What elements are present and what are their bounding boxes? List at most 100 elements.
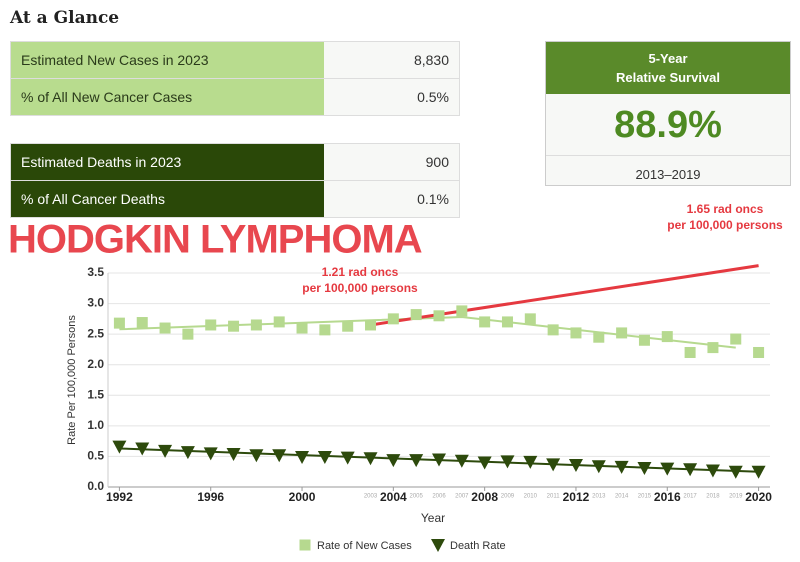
x-tick-label: 2012 — [563, 490, 590, 504]
point — [180, 446, 195, 460]
survival-period: 2013–2019 — [546, 155, 790, 182]
point — [433, 310, 445, 322]
minor-x-tick-label: 2003 — [364, 494, 378, 500]
point — [136, 317, 148, 329]
point — [159, 322, 171, 334]
point — [546, 458, 561, 472]
point — [342, 320, 354, 332]
x-tick-label: 2008 — [471, 490, 498, 504]
y-tick-label: 1.5 — [87, 387, 104, 401]
new-cases-table: Estimated New Cases in 2023 8,830 % of Al… — [10, 41, 460, 116]
point — [593, 331, 605, 343]
point — [570, 327, 582, 339]
point — [296, 322, 308, 334]
point — [317, 451, 332, 465]
row: % of All Cancer Deaths 0.1% — [11, 181, 459, 217]
point — [616, 327, 628, 339]
x-tick-label: 2016 — [654, 490, 681, 504]
point — [660, 462, 675, 476]
point — [363, 452, 378, 466]
point — [386, 454, 401, 468]
point — [228, 320, 240, 332]
y-tick-label: 0.5 — [87, 449, 104, 463]
point — [523, 455, 538, 469]
minor-x-tick-label: 2005 — [409, 494, 423, 500]
cell: Estimated New Cases in 2023 — [11, 42, 324, 78]
survival-value: 88.9% — [614, 104, 722, 146]
point — [454, 454, 469, 468]
survival-title: 5-Year — [648, 51, 688, 66]
row: Estimated Deaths in 2023 900 — [11, 144, 459, 181]
point — [730, 333, 742, 345]
point — [547, 324, 559, 336]
point — [409, 454, 424, 468]
legend-label: Death Rate — [450, 540, 506, 552]
point — [273, 316, 285, 328]
point — [456, 305, 468, 317]
annotation: 1.65 rad oncs — [687, 202, 764, 216]
legend-marker — [299, 539, 311, 551]
y-tick-label: 2.0 — [87, 357, 104, 371]
point — [319, 324, 331, 336]
minor-x-tick-label: 2017 — [683, 494, 697, 500]
cell: 8,830 — [324, 42, 459, 78]
row: % of All New Cancer Cases 0.5% — [11, 79, 459, 115]
point — [203, 447, 218, 461]
point — [410, 309, 422, 321]
point — [113, 317, 125, 329]
point — [728, 465, 743, 479]
minor-x-tick-label: 2018 — [706, 494, 720, 500]
minor-x-tick-label: 2015 — [638, 494, 652, 500]
point — [249, 449, 264, 463]
deaths-table: Estimated Deaths in 2023 900 % of All Can… — [10, 143, 460, 218]
survival-box: 5-Year Relative Survival 88.9% 2013–2019 — [545, 41, 791, 186]
point — [387, 313, 399, 325]
point — [226, 447, 241, 461]
x-tick-label: 1992 — [106, 490, 133, 504]
section-title: At a Glance — [10, 8, 120, 28]
y-tick-label: 0.0 — [87, 479, 104, 493]
point — [638, 334, 650, 346]
cell: 0.1% — [324, 181, 459, 217]
y-tick-label: 3.5 — [87, 265, 104, 279]
x-tick-label: 2020 — [745, 490, 772, 504]
x-tick-label: 1996 — [197, 490, 224, 504]
point — [500, 455, 515, 469]
cell: 900 — [324, 144, 459, 180]
minor-x-tick-label: 2009 — [501, 494, 515, 500]
minor-x-tick-label: 2014 — [615, 494, 629, 500]
point — [135, 442, 150, 456]
point — [614, 460, 629, 474]
chart-title: HODGKIN LYMPHOMA — [8, 218, 422, 262]
minor-x-tick-label: 2019 — [729, 494, 743, 500]
y-tick-label: 2.5 — [87, 326, 104, 340]
row: Estimated New Cases in 2023 8,830 — [11, 42, 459, 79]
point — [365, 319, 377, 331]
annotation: per 100,000 persons — [302, 281, 418, 295]
cell: % of All Cancer Deaths — [11, 181, 324, 217]
annotation: per 100,000 persons — [667, 218, 783, 232]
point — [295, 451, 310, 465]
point — [591, 460, 606, 474]
y-axis-label: Rate Per 100,000 Persons — [66, 315, 78, 445]
point — [753, 346, 765, 358]
point — [705, 464, 720, 478]
legend-marker — [431, 539, 445, 552]
point — [477, 456, 492, 470]
minor-x-tick-label: 2010 — [524, 494, 538, 500]
point — [684, 346, 696, 358]
x-axis-label: Year — [421, 511, 445, 525]
point — [707, 342, 719, 354]
minor-x-tick-label: 2013 — [592, 494, 606, 500]
point — [182, 328, 194, 340]
point — [158, 444, 173, 458]
point — [568, 458, 583, 472]
y-tick-label: 3.0 — [87, 296, 104, 310]
cell: 0.5% — [324, 79, 459, 115]
annotation: 1.21 rad oncs — [322, 265, 399, 279]
x-tick-label: 2004 — [380, 490, 407, 504]
point — [751, 465, 766, 479]
point — [501, 316, 513, 328]
